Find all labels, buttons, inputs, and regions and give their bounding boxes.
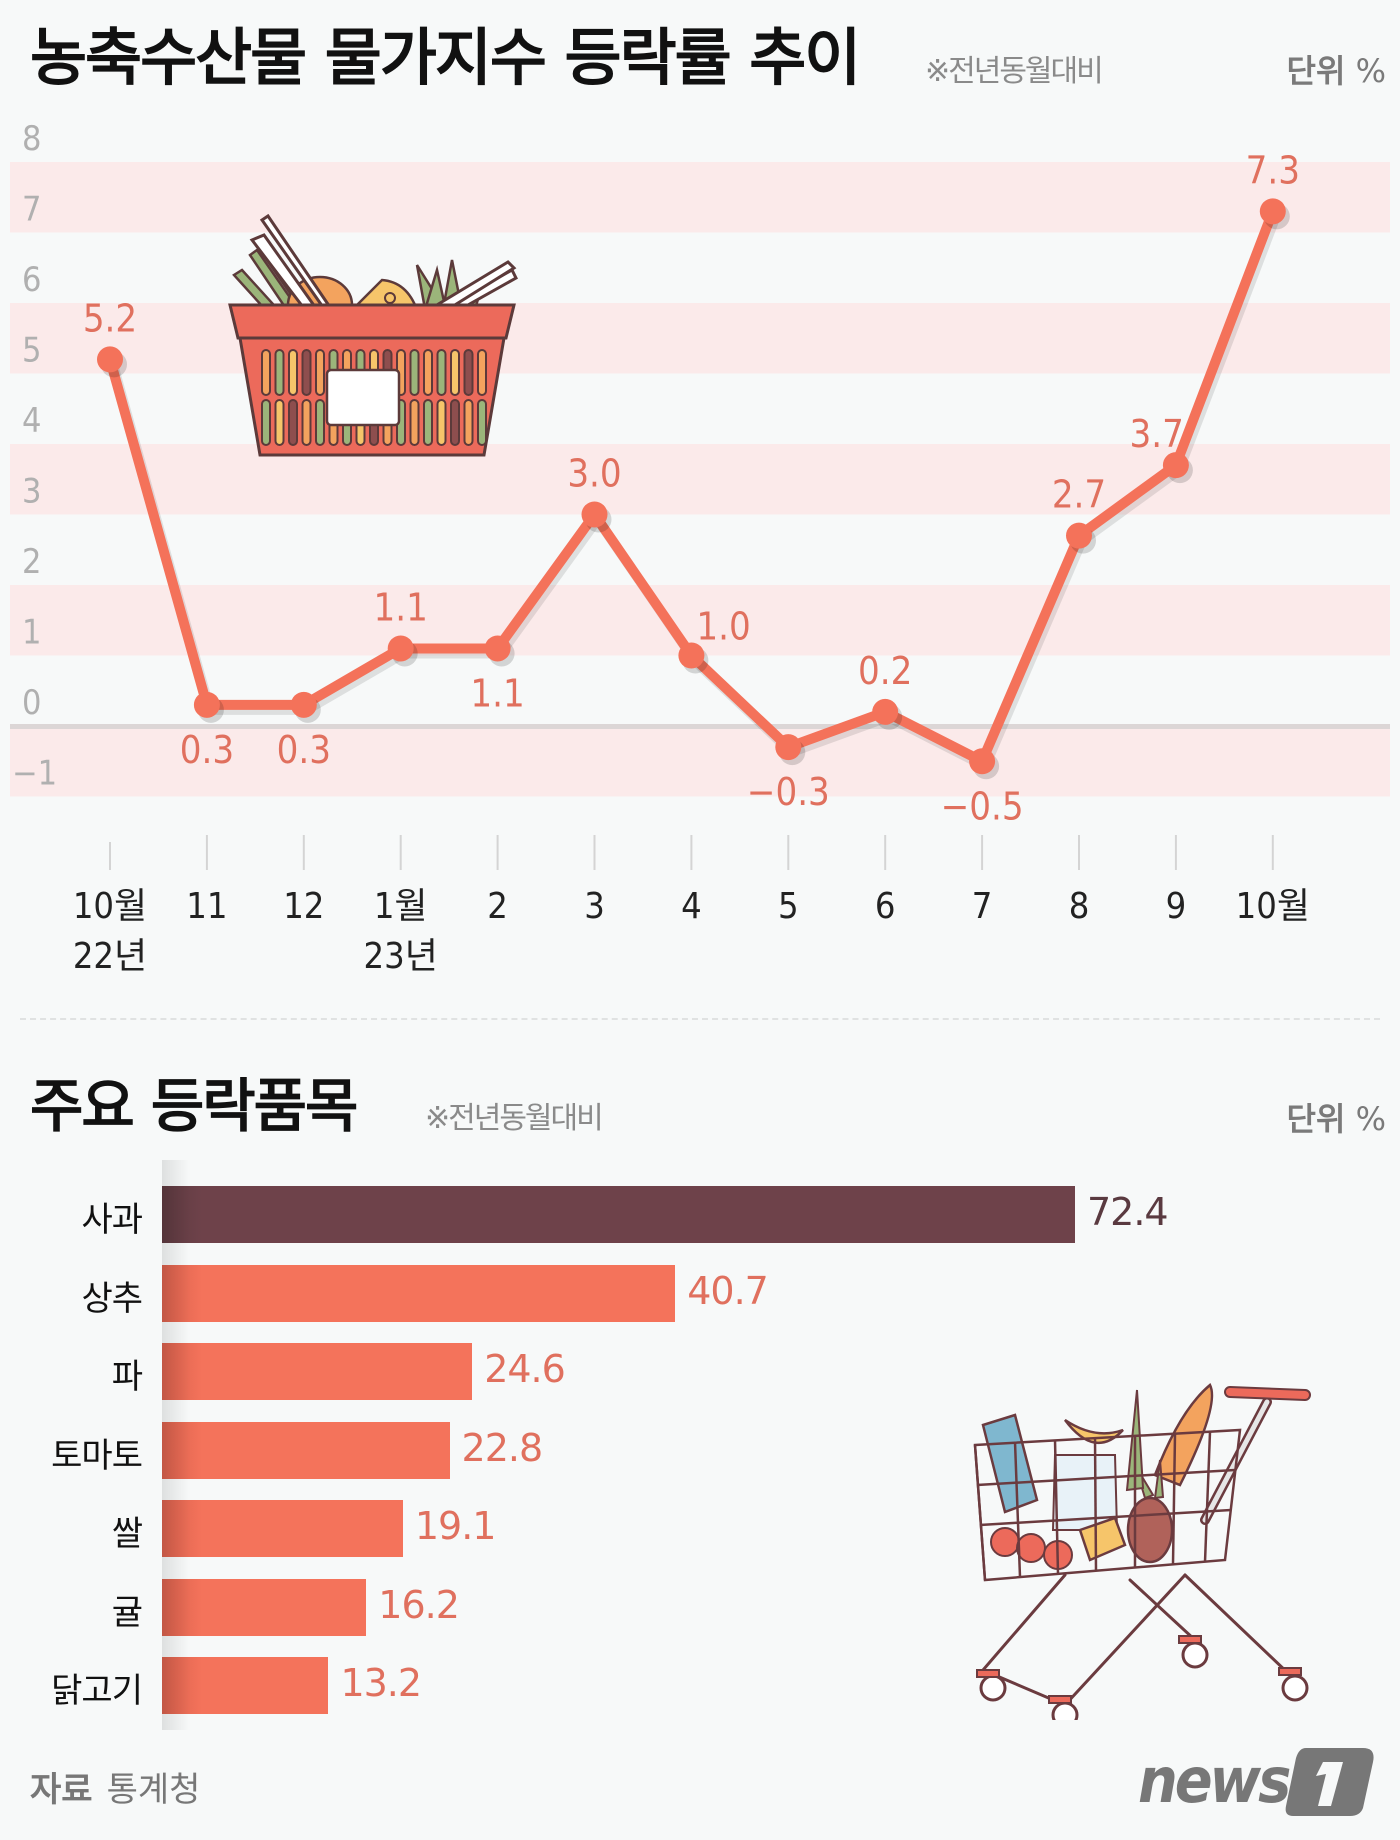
x-axis-year-label: 23년 (364, 936, 438, 977)
x-axis-label: 3 (584, 886, 605, 927)
data-value-label: 3.7 (1130, 412, 1184, 456)
bar-category-label: 토마토 (51, 1435, 143, 1476)
data-value-label: 1.0 (696, 605, 750, 649)
bar-chart-title: 주요 등락품목 (30, 1072, 358, 1140)
y-axis-tick-label: 4 (22, 401, 41, 441)
line-chart-title: 농축수산물 물가지수 등락률 추이 (30, 21, 861, 94)
y-axis-tick-label: 1 (22, 613, 41, 653)
data-point (484, 635, 511, 662)
data-point (872, 698, 899, 725)
bar (162, 1186, 1075, 1243)
y-axis-tick-label: 5 (22, 331, 41, 371)
x-axis-label: 11 (186, 886, 227, 927)
x-axis-label: 8 (1069, 886, 1090, 927)
chart-band (10, 585, 1390, 656)
section-divider (20, 1018, 1380, 1020)
data-value-label: 1.1 (470, 671, 524, 715)
unit-label: 단위 (1286, 52, 1346, 90)
bar-value-label: 72.4 (1087, 1190, 1169, 1234)
x-axis-label: 1월 (374, 886, 428, 927)
source-value: 통계청 (106, 1770, 201, 1810)
x-axis-label: 6 (875, 886, 896, 927)
unit-symbol: % (1355, 1100, 1386, 1138)
bar-value-label: 22.8 (461, 1425, 544, 1470)
news1-logo: news (1138, 1744, 1374, 1817)
logo-text: news (1138, 1744, 1290, 1817)
data-value-label: 0.3 (277, 728, 331, 772)
x-axis-year-label: 22년 (73, 936, 147, 977)
data-value-label: −0.5 (941, 784, 1024, 828)
data-point (1066, 522, 1092, 549)
data-point (1162, 452, 1189, 479)
shopping-basket-icon (228, 213, 518, 457)
x-axis-label: 5 (778, 886, 799, 927)
bar (162, 1500, 403, 1557)
y-axis-tick-label: 3 (22, 472, 41, 512)
data-value-label: 3.0 (567, 452, 621, 496)
bar-value-label: 19.1 (414, 1504, 497, 1548)
data-point (193, 691, 220, 718)
bar-value-label: 13.2 (340, 1661, 422, 1705)
data-point (1259, 198, 1286, 225)
data-value-label: 7.3 (1246, 148, 1300, 192)
zero-line (10, 724, 1390, 729)
data-point (581, 501, 608, 528)
x-axis-label: 4 (681, 886, 702, 927)
bar-value-label: 16.2 (378, 1582, 460, 1627)
x-axis-label: 9 (1166, 886, 1187, 927)
unit-symbol: % (1355, 52, 1386, 90)
data-point (678, 642, 705, 669)
data-point (387, 635, 414, 662)
data-point (775, 734, 802, 761)
x-axis-label: 7 (972, 886, 993, 927)
bar-category-label: 사과 (81, 1200, 143, 1240)
chart-band (10, 303, 1390, 374)
y-axis-tick-label: −1 (12, 754, 57, 794)
x-axis-label: 12 (283, 886, 324, 927)
bar (162, 1657, 329, 1714)
bar-value-label: 40.7 (687, 1268, 769, 1313)
line-chart: 8 7 6 5 4 3 2 1 0 −1 10월 22년 11 12 1월 23년 2 3 4 5 6 7 8 9 10월 5.2… (10, 119, 1390, 977)
bar-category-label: 쌀 (111, 1514, 143, 1554)
chart-band (10, 726, 1390, 797)
bar (162, 1343, 473, 1400)
data-value-label: 0.2 (858, 649, 912, 693)
bar-chart-note: ※전년동월대비 (425, 1101, 604, 1136)
data-value-label: 5.2 (83, 296, 137, 340)
bar (162, 1264, 676, 1322)
data-value-label: −0.3 (747, 770, 830, 814)
line-chart-note: ※전년동월대비 (925, 54, 1104, 89)
y-axis-tick-label: 0 (22, 683, 41, 723)
data-point (97, 346, 123, 373)
x-axis-label: 2 (487, 886, 508, 927)
unit-label: 단위 (1286, 1100, 1346, 1138)
line-chart-unit: 단위 % (1287, 46, 1386, 92)
y-axis-tick-label: 6 (22, 260, 41, 300)
shopping-cart-icon (973, 1383, 1311, 1720)
bar (162, 1421, 450, 1479)
data-source: 자료 통계청 (30, 1762, 200, 1811)
chart-band (10, 162, 1390, 233)
data-value-label: 0.3 (180, 728, 234, 772)
data-point (290, 691, 317, 718)
y-axis-tick-label: 2 (22, 542, 41, 582)
y-axis-tick-label: 7 (22, 190, 41, 230)
bar-value-label: 24.6 (484, 1347, 566, 1391)
data-point (969, 748, 996, 775)
data-value-label: 1.1 (374, 585, 428, 629)
source-label: 자료 (30, 1770, 93, 1810)
bar (162, 1578, 367, 1636)
data-value-label: 2.7 (1052, 473, 1106, 517)
bar-category-label: 파 (111, 1357, 143, 1397)
x-axis-label: 10월 (73, 886, 147, 927)
y-axis-tick-label: 8 (22, 119, 41, 159)
bar-category-label: 상추 (81, 1278, 143, 1319)
x-axis-label: 10월 (1236, 886, 1310, 927)
bar-chart-unit: 단위 % (1287, 1094, 1386, 1140)
bar-category-label: 귤 (111, 1592, 143, 1633)
bar-category-label: 닭고기 (51, 1671, 143, 1711)
